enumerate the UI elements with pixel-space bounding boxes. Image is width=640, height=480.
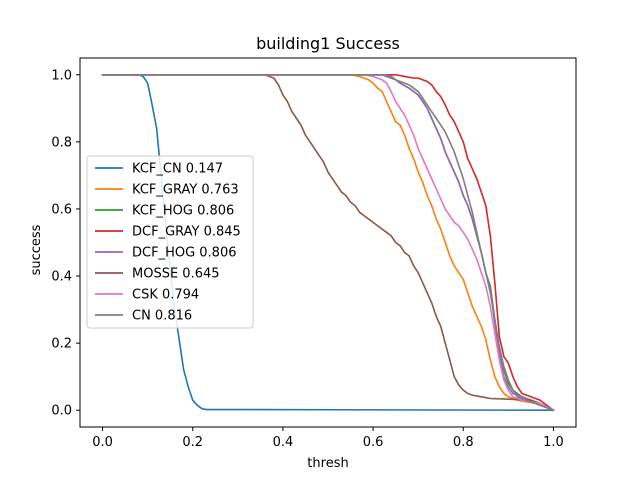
y-tick-label: 0.6 bbox=[51, 202, 72, 217]
y-tick-label: 0.2 bbox=[51, 337, 72, 352]
series-line-3 bbox=[101, 73, 555, 412]
y-axis-label: success bbox=[29, 224, 44, 275]
y-tick-label: 0.4 bbox=[51, 270, 72, 285]
y-tick-label: 0.0 bbox=[51, 404, 72, 419]
x-axis-label: thresh bbox=[307, 456, 348, 471]
series-line-7 bbox=[101, 73, 555, 412]
x-tick-label: 0.2 bbox=[182, 435, 203, 450]
legend-label-6: CSK 0.794 bbox=[132, 288, 199, 303]
x-tick-label: 0.8 bbox=[453, 435, 474, 450]
x-tick-label: 0.4 bbox=[273, 435, 294, 450]
y-tick-label: 1.0 bbox=[51, 68, 72, 83]
legend-label-7: CN 0.816 bbox=[132, 309, 192, 324]
legend-label-0: KCF_CN 0.147 bbox=[132, 162, 223, 177]
legend-label-4: DCF_HOG 0.806 bbox=[132, 246, 237, 261]
legend-label-5: MOSSE 0.645 bbox=[132, 267, 220, 282]
plot-area: 0.0 0.2 0.4 0.6 0.8 1.0 0.0 0.2 0.4 0.6 0.8 1.0 bbox=[51, 57, 577, 450]
axes-frame bbox=[79, 57, 577, 428]
x-tick-label: 0.0 bbox=[92, 435, 113, 450]
legend: KCF_CN 0.147 KCF_GRAY 0.763 KCF_HOG 0.806 D… bbox=[86, 155, 254, 329]
series-line-5 bbox=[101, 73, 555, 412]
x-tick-label: 1.0 bbox=[543, 435, 564, 450]
legend-box bbox=[86, 155, 254, 329]
series-line-1 bbox=[101, 73, 555, 412]
series-line-6 bbox=[101, 73, 555, 412]
legend-label-1: KCF_GRAY 0.763 bbox=[132, 183, 239, 198]
series-line-4 bbox=[101, 73, 555, 412]
legend-label-2: KCF_HOG 0.806 bbox=[132, 204, 234, 219]
y-tick-label: 0.8 bbox=[51, 135, 72, 150]
legend-label-3: DCF_GRAY 0.845 bbox=[132, 225, 241, 240]
chart-title: building1 Success bbox=[256, 34, 400, 53]
x-tick-label: 0.6 bbox=[363, 435, 384, 450]
